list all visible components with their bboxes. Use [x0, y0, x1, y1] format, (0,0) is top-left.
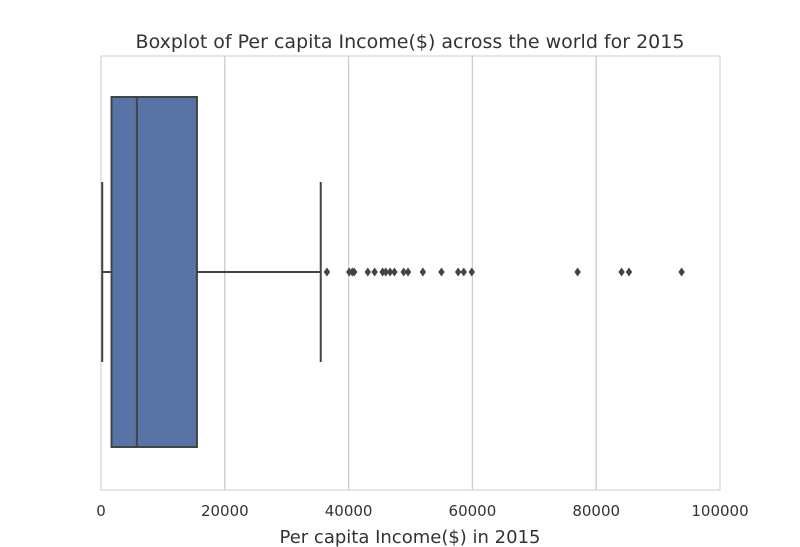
x-tick-label: 20000	[201, 502, 249, 520]
outlier-point	[625, 267, 633, 277]
x-axis-label: Per capita Income($) in 2015	[280, 527, 541, 547]
outlier-point	[454, 267, 462, 277]
outlier-point	[678, 267, 685, 277]
x-tick-label: 100000	[691, 502, 748, 520]
outlier-point	[386, 267, 394, 277]
outlier-point	[419, 267, 427, 277]
interquartile-box	[110, 96, 198, 448]
x-tick-label: 80000	[572, 502, 620, 520]
x-tick-label: 60000	[449, 502, 497, 520]
outlier-point	[391, 267, 398, 277]
x-tick-labels: 0 20000 40000 60000 80000 100000	[96, 502, 748, 520]
chart-title: Boxplot of Per capita Income($) across t…	[136, 31, 685, 53]
outlier-point	[382, 267, 389, 277]
x-tick-label: 0	[96, 502, 106, 520]
outlier-point	[350, 267, 358, 277]
outlier-point	[574, 267, 581, 277]
outlier-point	[404, 267, 412, 277]
outlier-point	[460, 267, 467, 277]
outlier-point	[400, 267, 407, 277]
outlier-point	[468, 267, 475, 277]
plot-area-frame	[100, 55, 721, 491]
outlier-points	[323, 267, 685, 277]
outlier-point	[364, 267, 371, 277]
outlier-point	[371, 267, 378, 277]
outlier-point	[323, 267, 331, 277]
outlier-point	[438, 267, 445, 277]
box-and-whiskers	[101, 96, 322, 448]
outlier-point	[618, 267, 625, 277]
x-tick-label: 40000	[325, 502, 373, 520]
